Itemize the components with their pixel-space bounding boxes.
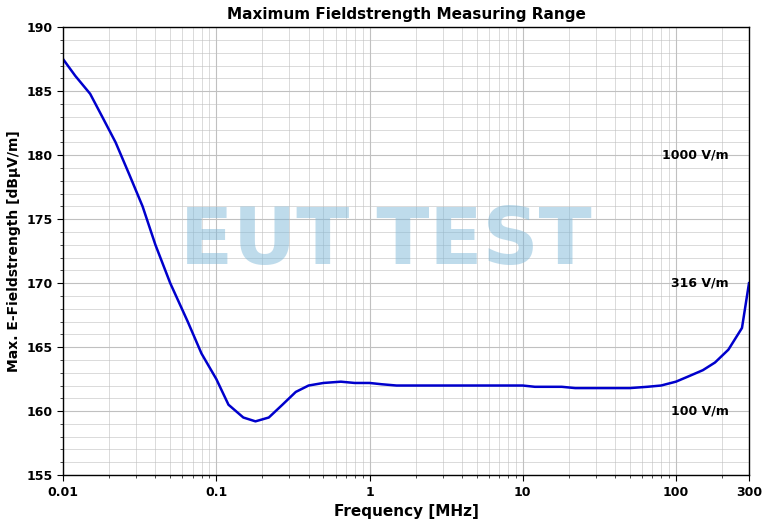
Y-axis label: Max. E-Fieldstrength [dBμV/m]: Max. E-Fieldstrength [dBμV/m] [7, 130, 21, 372]
Text: 1000 V/m: 1000 V/m [662, 149, 728, 161]
Text: 100 V/m: 100 V/m [671, 404, 728, 418]
Title: Maximum Fieldstrength Measuring Range: Maximum Fieldstrength Measuring Range [227, 7, 585, 22]
Text: EUT TEST: EUT TEST [180, 204, 591, 280]
Text: 316 V/m: 316 V/m [671, 277, 728, 290]
X-axis label: Frequency [MHz]: Frequency [MHz] [334, 504, 478, 519]
